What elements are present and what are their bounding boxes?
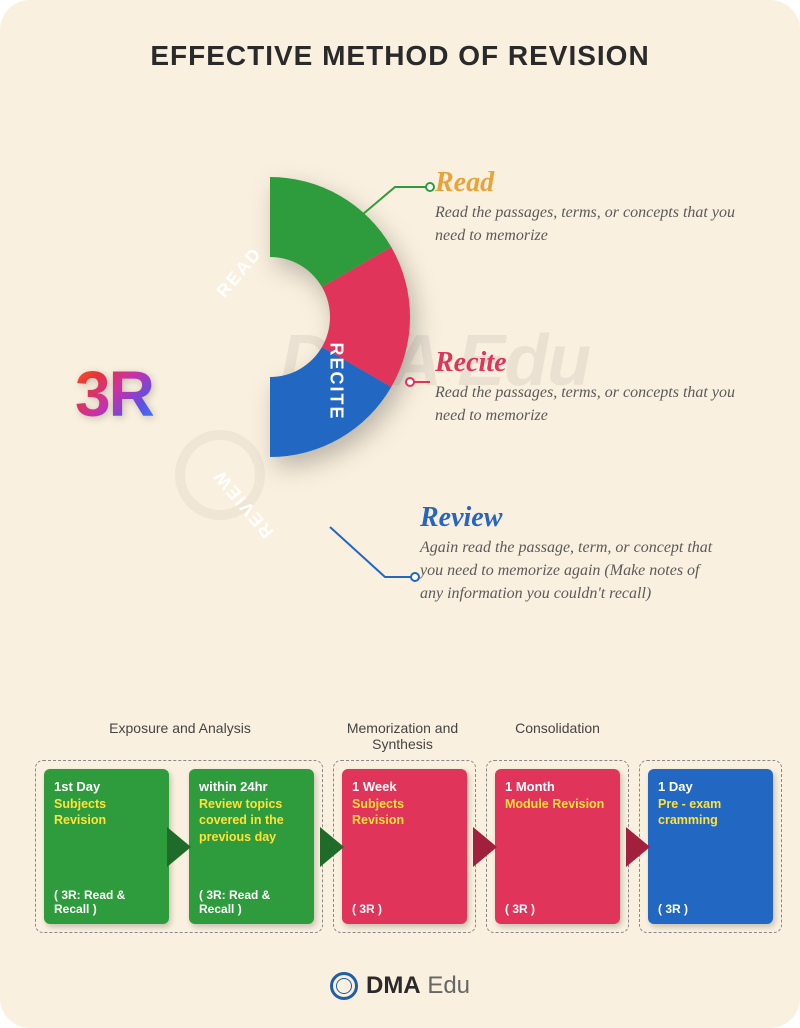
info-review-title: Review	[420, 502, 720, 534]
stage-label-1: Exposure and Analysis	[35, 720, 325, 752]
stage-label-3: Consolidation	[480, 720, 635, 752]
card-time: 1 Week	[352, 779, 457, 794]
stage-box: 1 Day Pre - exam cramming( 3R )	[639, 760, 782, 933]
info-read: Read Read the passages, terms, or concep…	[435, 167, 735, 247]
card-topic: Module Revision	[505, 796, 610, 902]
info-read-title: Read	[435, 167, 735, 199]
timeline: Exposure and Analysis Memorization and S…	[35, 720, 765, 933]
card-method: ( 3R )	[352, 902, 457, 916]
stage-labels: Exposure and Analysis Memorization and S…	[35, 720, 765, 752]
arrow-icon	[320, 827, 344, 867]
footer-logo: DMA Edu	[0, 972, 800, 1000]
arrow-icon	[626, 827, 650, 867]
card-time: 1 Day	[658, 779, 763, 794]
stage-label-2: Memorization and Synthesis	[325, 720, 480, 752]
info-recite-body: Read the passages, terms, or concepts th…	[435, 381, 735, 427]
donut-label-recite: RECITE	[326, 342, 347, 420]
card-method: ( 3R: Read & Recall )	[54, 888, 159, 916]
card-time: 1 Month	[505, 779, 610, 794]
arrow-icon	[167, 827, 191, 867]
card-time: 1st Day	[54, 779, 159, 794]
stage-box: 1 Week Subjects Revision( 3R )	[333, 760, 476, 933]
card-time: within 24hr	[199, 779, 304, 794]
footer-brand: DMA Edu	[366, 972, 470, 1000]
globe-icon	[330, 972, 358, 1000]
stage-box: 1st DaySubjects Revision( 3R: Read & Rec…	[35, 760, 323, 933]
card-topic: Subjects Revision	[352, 796, 457, 902]
card-method: ( 3R )	[505, 902, 610, 916]
donut-chart	[130, 177, 430, 477]
info-read-body: Read the passages, terms, or concepts th…	[435, 201, 735, 247]
info-recite: Recite Read the passages, terms, or conc…	[435, 347, 735, 427]
timeline-card: within 24hr Review topics covered in the …	[189, 769, 314, 924]
info-review: Review Again read the passage, term, or …	[420, 502, 720, 606]
center-3r-label: 3R	[75, 357, 153, 431]
arrow-icon	[473, 827, 497, 867]
stage-box: 1 Month Module Revision( 3R )	[486, 760, 629, 933]
card-topic: Review topics covered in the previous da…	[199, 796, 304, 888]
timeline-card: 1st Day Subjects Revision( 3R: Read & Rec…	[44, 769, 169, 924]
card-method: ( 3R: Read & Recall )	[199, 888, 304, 916]
3r-diagram: 3R READ RECITE REVIEW Read Read the pass…	[0, 72, 800, 592]
timeline-card: 1 Week Subjects Revision( 3R )	[342, 769, 467, 924]
card-topic: Subjects Revision	[54, 796, 159, 888]
page-title: EFFECTIVE METHOD OF REVISION	[0, 0, 800, 72]
info-review-body: Again read the passage, term, or concept…	[420, 536, 720, 606]
timeline-card: 1 Month Module Revision( 3R )	[495, 769, 620, 924]
timeline-card: 1 Day Pre - exam cramming( 3R )	[648, 769, 773, 924]
card-method: ( 3R )	[658, 902, 763, 916]
card-topic: Pre - exam cramming	[658, 796, 763, 902]
info-recite-title: Recite	[435, 347, 735, 379]
